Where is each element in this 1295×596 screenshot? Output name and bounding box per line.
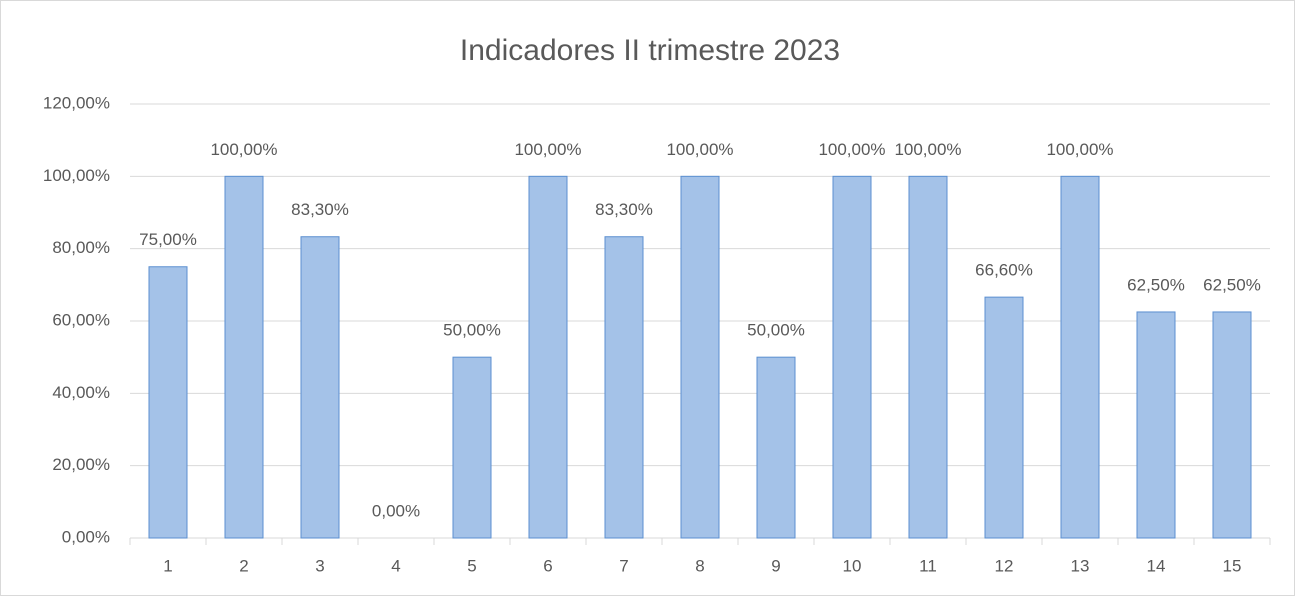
x-tick-label: 8 <box>695 556 704 575</box>
data-label: 100,00% <box>210 140 277 159</box>
data-label: 0,00% <box>372 501 420 520</box>
y-tick-label: 0,00% <box>62 527 110 546</box>
x-tick-label: 2 <box>239 556 248 575</box>
data-label: 62,50% <box>1203 275 1261 294</box>
y-tick-label: 20,00% <box>52 455 110 474</box>
x-tick-label: 12 <box>995 556 1014 575</box>
data-label: 100,00% <box>514 140 581 159</box>
bar <box>984 296 1024 539</box>
y-tick-label: 120,00% <box>43 93 110 112</box>
bar <box>1060 175 1100 539</box>
data-label: 75,00% <box>139 230 197 249</box>
data-label: 100,00% <box>818 140 885 159</box>
x-tick-label: 11 <box>919 556 937 575</box>
x-tick-label: 3 <box>315 556 324 575</box>
data-label: 62,50% <box>1127 275 1185 294</box>
x-tick-label: 7 <box>619 556 628 575</box>
chart-title: Indicadores II trimestre 2023 <box>460 34 840 67</box>
x-tick-label: 15 <box>1223 556 1242 575</box>
bar <box>452 356 492 539</box>
bar <box>832 175 872 539</box>
x-tick-label: 6 <box>543 556 552 575</box>
bar <box>680 175 720 539</box>
data-label: 100,00% <box>666 140 733 159</box>
data-label: 50,00% <box>747 321 805 340</box>
bar <box>1136 311 1176 539</box>
bar <box>148 266 188 539</box>
data-label: 66,60% <box>975 261 1033 280</box>
data-label: 100,00% <box>894 140 961 159</box>
data-label: 83,30% <box>595 200 653 219</box>
bar <box>300 236 340 539</box>
x-tick-label: 14 <box>1147 556 1166 575</box>
x-tick-label: 5 <box>467 556 476 575</box>
y-tick-label: 60,00% <box>52 310 110 329</box>
bar <box>908 175 948 539</box>
x-tick-label: 9 <box>771 556 780 575</box>
bar <box>528 175 568 539</box>
x-tick-label: 4 <box>391 556 400 575</box>
y-tick-label: 40,00% <box>52 383 110 402</box>
x-tick-label: 1 <box>163 556 172 575</box>
bar <box>756 356 796 539</box>
y-tick-label: 100,00% <box>43 166 110 185</box>
x-tick-label: 13 <box>1071 556 1090 575</box>
bar <box>604 236 644 539</box>
y-tick-label: 80,00% <box>52 238 110 257</box>
data-label: 100,00% <box>1046 140 1113 159</box>
x-tick-label: 10 <box>843 556 862 575</box>
data-label: 50,00% <box>443 321 501 340</box>
bar <box>1212 311 1252 539</box>
data-label: 83,30% <box>291 200 349 219</box>
bar <box>224 175 264 539</box>
